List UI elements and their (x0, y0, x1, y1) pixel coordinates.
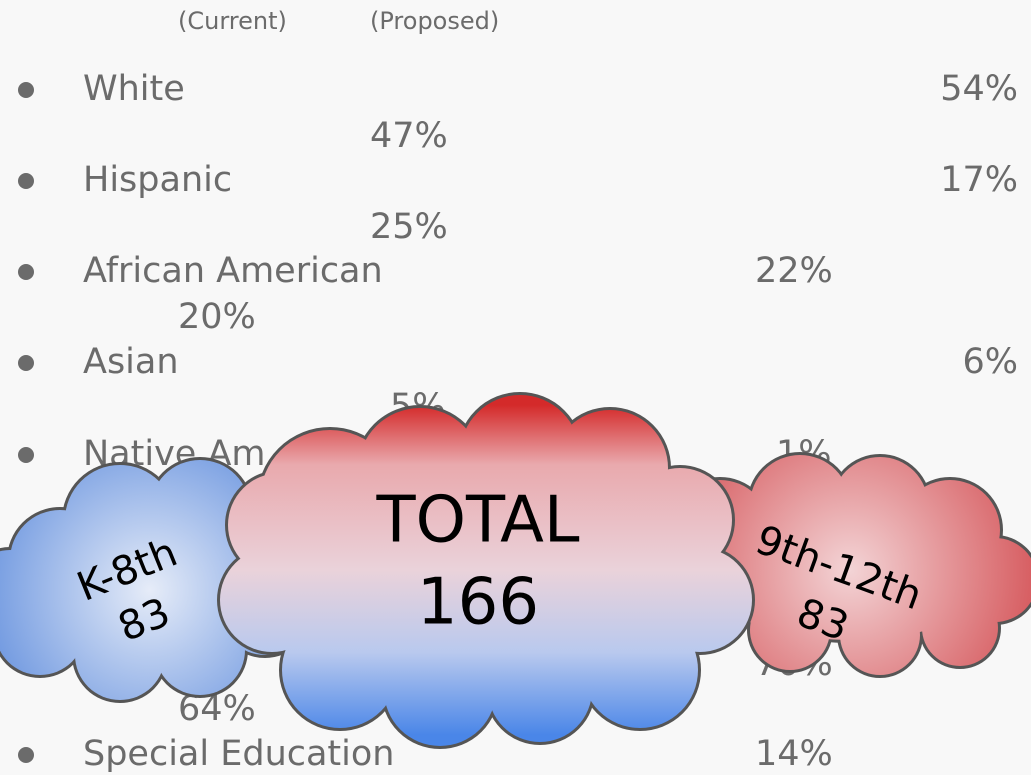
cloud-puff (700, 500, 1000, 640)
bullet (18, 747, 34, 763)
current-value: 54% (940, 69, 1018, 109)
row-label: Asian (83, 342, 179, 382)
proposed-value: 20% (178, 297, 256, 337)
row-label: African American (83, 251, 383, 291)
row-label: Hispanic (83, 160, 232, 200)
cloud-total-value: 166 (417, 566, 539, 640)
list: White 54% 47% Hispanic 17% 25%African America… (18, 69, 1018, 774)
proposed-value: 47% (370, 116, 448, 156)
current-value: 6% (962, 342, 1018, 382)
cloud-puff (280, 445, 680, 705)
proposed-value: 25% (370, 207, 448, 247)
header-proposed: (Proposed) (370, 7, 499, 35)
row-label: Special Education (83, 734, 394, 774)
bullet (18, 447, 34, 463)
current-value: 14% (755, 734, 833, 774)
cloud-total-label: TOTAL (375, 484, 579, 558)
current-value: 22% (755, 251, 833, 291)
bullet (18, 264, 34, 280)
bullet (18, 173, 34, 189)
bullet (18, 355, 34, 371)
header-current: (Current) (178, 7, 287, 35)
cloud-total: TOTAL 166 (217, 392, 755, 749)
bullet (18, 82, 34, 98)
row-label: White (83, 69, 185, 109)
current-value: 17% (940, 160, 1018, 200)
cloud-puff (20, 505, 280, 665)
